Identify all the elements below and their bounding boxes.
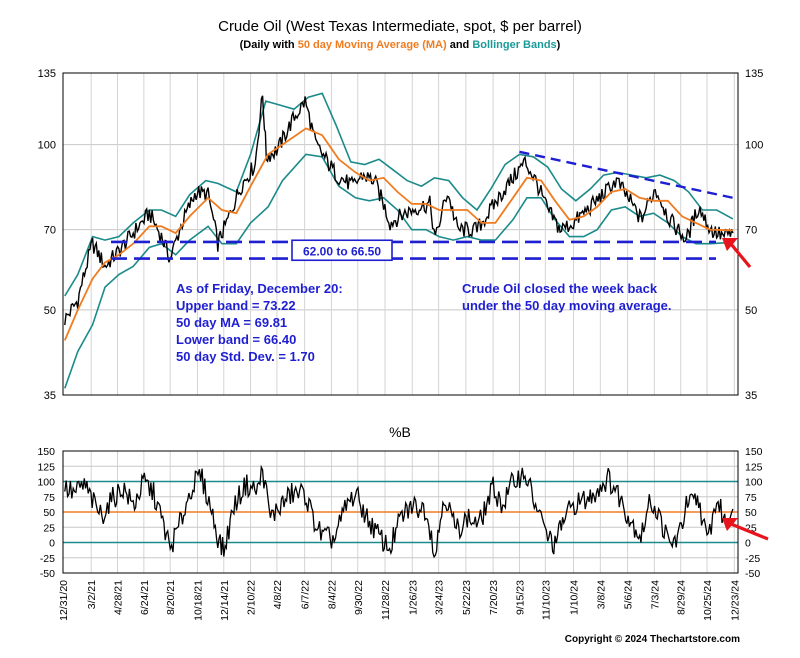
x-tick-label: 8/20/21 xyxy=(165,580,177,615)
bottom-y-tick-right: 50 xyxy=(745,507,757,519)
subtitle-part-4: ) xyxy=(557,39,561,51)
chart-title: Crude Oil (West Texas Intermediate, spot… xyxy=(218,18,582,35)
x-tick-label: 2/10/22 xyxy=(246,580,258,615)
left-note-line-0: As of Friday, December 20: xyxy=(176,281,343,296)
x-tick-label: 7/20/23 xyxy=(488,580,500,615)
bottom-series-layer xyxy=(63,464,738,559)
x-tick-label: 1/10/24 xyxy=(569,580,581,615)
x-tick-label: 6/7/22 xyxy=(300,580,312,609)
x-tick-label: 4/28/21 xyxy=(113,580,125,615)
top-panel-frame xyxy=(62,72,739,396)
x-tick-label: 6/24/21 xyxy=(139,580,151,615)
subtitle-part-2: and xyxy=(447,39,473,51)
x-tick-label: 3/8/24 xyxy=(595,580,607,609)
x-tick-label: 12/14/21 xyxy=(219,580,231,621)
bottom-y-tick-labels: -50 -50 -25 -25 0 0 25 25 50 50 75 75 100 100 125 125 15… xyxy=(37,446,762,580)
top-y-tick-labels: 35 35 50 50 70 70 100 100 135 135 xyxy=(38,68,764,402)
x-tick-labels: 12/31/20 3/2/21 4/28/21 6/24/21 8/20/21 10/18… xyxy=(58,580,741,621)
left-note-line-1: Upper band = 73.22 xyxy=(176,298,296,313)
x-tick-label: 3/24/23 xyxy=(434,580,446,615)
right-note-line-0: Crude Oil closed the week back xyxy=(462,281,658,296)
top-red-arrow-head xyxy=(722,238,738,251)
bottom-panel-frame xyxy=(62,450,739,574)
resistance-trendline xyxy=(519,150,734,199)
bottom-y-tick-left: 0 xyxy=(49,538,55,550)
bottom-y-tick-left: 75 xyxy=(43,492,55,504)
left-note-line-4: 50 day Std. Dev. = 1.70 xyxy=(176,349,315,364)
bottom-y-tick-right: 100 xyxy=(745,477,763,489)
bottom-arrow xyxy=(722,518,769,541)
top-y-tick-left: 70 xyxy=(44,225,56,237)
lower-band-line xyxy=(64,153,733,389)
top-y-tick-right: 35 xyxy=(745,390,757,402)
right-note-line-1: under the 50 day moving average. xyxy=(462,298,672,313)
x-tick-label: 4/8/22 xyxy=(272,580,284,609)
top-y-tick-right: 135 xyxy=(745,68,763,80)
x-tick-label: 3/2/21 xyxy=(86,580,98,609)
x-tick-label: 8/29/24 xyxy=(676,580,688,615)
bottom-y-tick-left: 100 xyxy=(37,477,55,489)
top-y-tick-left: 135 xyxy=(38,68,56,80)
pctb-title: %B xyxy=(389,424,411,440)
x-tick-label: 5/22/23 xyxy=(461,580,473,615)
chart-subtitle: (Daily with 50 day Moving Average (MA) a… xyxy=(240,39,561,51)
bottom-y-tick-right: 25 xyxy=(745,522,757,534)
x-tick-label: 12/31/20 xyxy=(58,580,70,621)
bottom-y-tick-right: -50 xyxy=(745,568,760,580)
bottom-y-tick-left: -25 xyxy=(40,553,55,565)
bottom-y-tick-left: 125 xyxy=(37,461,55,473)
support-band-box xyxy=(291,239,393,262)
x-tick-label: 10/25/24 xyxy=(702,580,714,621)
bottom-y-tick-left: -50 xyxy=(40,568,55,580)
x-tick-label: 10/18/21 xyxy=(192,580,204,621)
x-tick-label: 11/10/23 xyxy=(540,580,552,620)
x-tick-label: 7/3/24 xyxy=(649,580,661,609)
top-red-arrow-shaft xyxy=(729,242,752,269)
left-note-line-2: 50 day MA = 69.81 xyxy=(176,315,287,330)
x-tick-label: 8/4/22 xyxy=(326,580,338,609)
top-annotations: 62.00 to 66.50 As of Friday, December 20:… xyxy=(111,150,752,364)
left-note-line-3: Lower band = 66.40 xyxy=(176,332,296,347)
top-y-tick-right: 50 xyxy=(745,305,757,317)
subtitle-part-1: 50 day Moving Average (MA) xyxy=(298,39,447,51)
x-tick-label: 9/15/23 xyxy=(514,580,526,615)
ma-line xyxy=(63,127,733,341)
x-tick-label: 1/26/23 xyxy=(407,580,419,615)
x-tick-label: 11/28/22 xyxy=(380,580,392,620)
bottom-y-tick-right: 125 xyxy=(745,461,763,473)
bottom-red-arrow-head xyxy=(722,518,738,531)
bottom-y-tick-left: 150 xyxy=(37,446,55,458)
bottom-y-tick-right: 75 xyxy=(745,492,757,504)
x-tick-label: 9/30/22 xyxy=(353,580,365,615)
top-y-tick-right: 100 xyxy=(745,140,763,152)
top-y-tick-left: 50 xyxy=(44,305,56,317)
top-y-tick-left: 100 xyxy=(38,140,56,152)
bottom-y-tick-right: -25 xyxy=(745,553,760,565)
top-panel-grid xyxy=(62,72,738,396)
top-y-tick-left: 35 xyxy=(44,390,56,402)
bottom-y-tick-right: 0 xyxy=(745,538,751,550)
x-tick-label: 5/6/24 xyxy=(623,580,635,609)
copyright-text: Copyright © 2024 Thechartstore.com xyxy=(565,634,740,645)
subtitle-part-0: (Daily with xyxy=(240,39,298,51)
bottom-y-tick-right: 150 xyxy=(745,446,763,458)
price-line xyxy=(64,95,734,326)
x-tick-label: 12/23/24 xyxy=(729,580,741,621)
bottom-y-tick-left: 50 xyxy=(43,507,55,519)
bottom-y-tick-left: 25 xyxy=(43,522,55,534)
bottom-red-arrow-shaft xyxy=(730,522,769,541)
subtitle-part-3: Bollinger Bands xyxy=(472,39,556,51)
upper-band-line xyxy=(64,92,734,297)
pctb-line xyxy=(64,464,734,559)
top-y-tick-right: 70 xyxy=(745,225,757,237)
support-band-label: 62.00 to 66.50 xyxy=(303,244,381,258)
